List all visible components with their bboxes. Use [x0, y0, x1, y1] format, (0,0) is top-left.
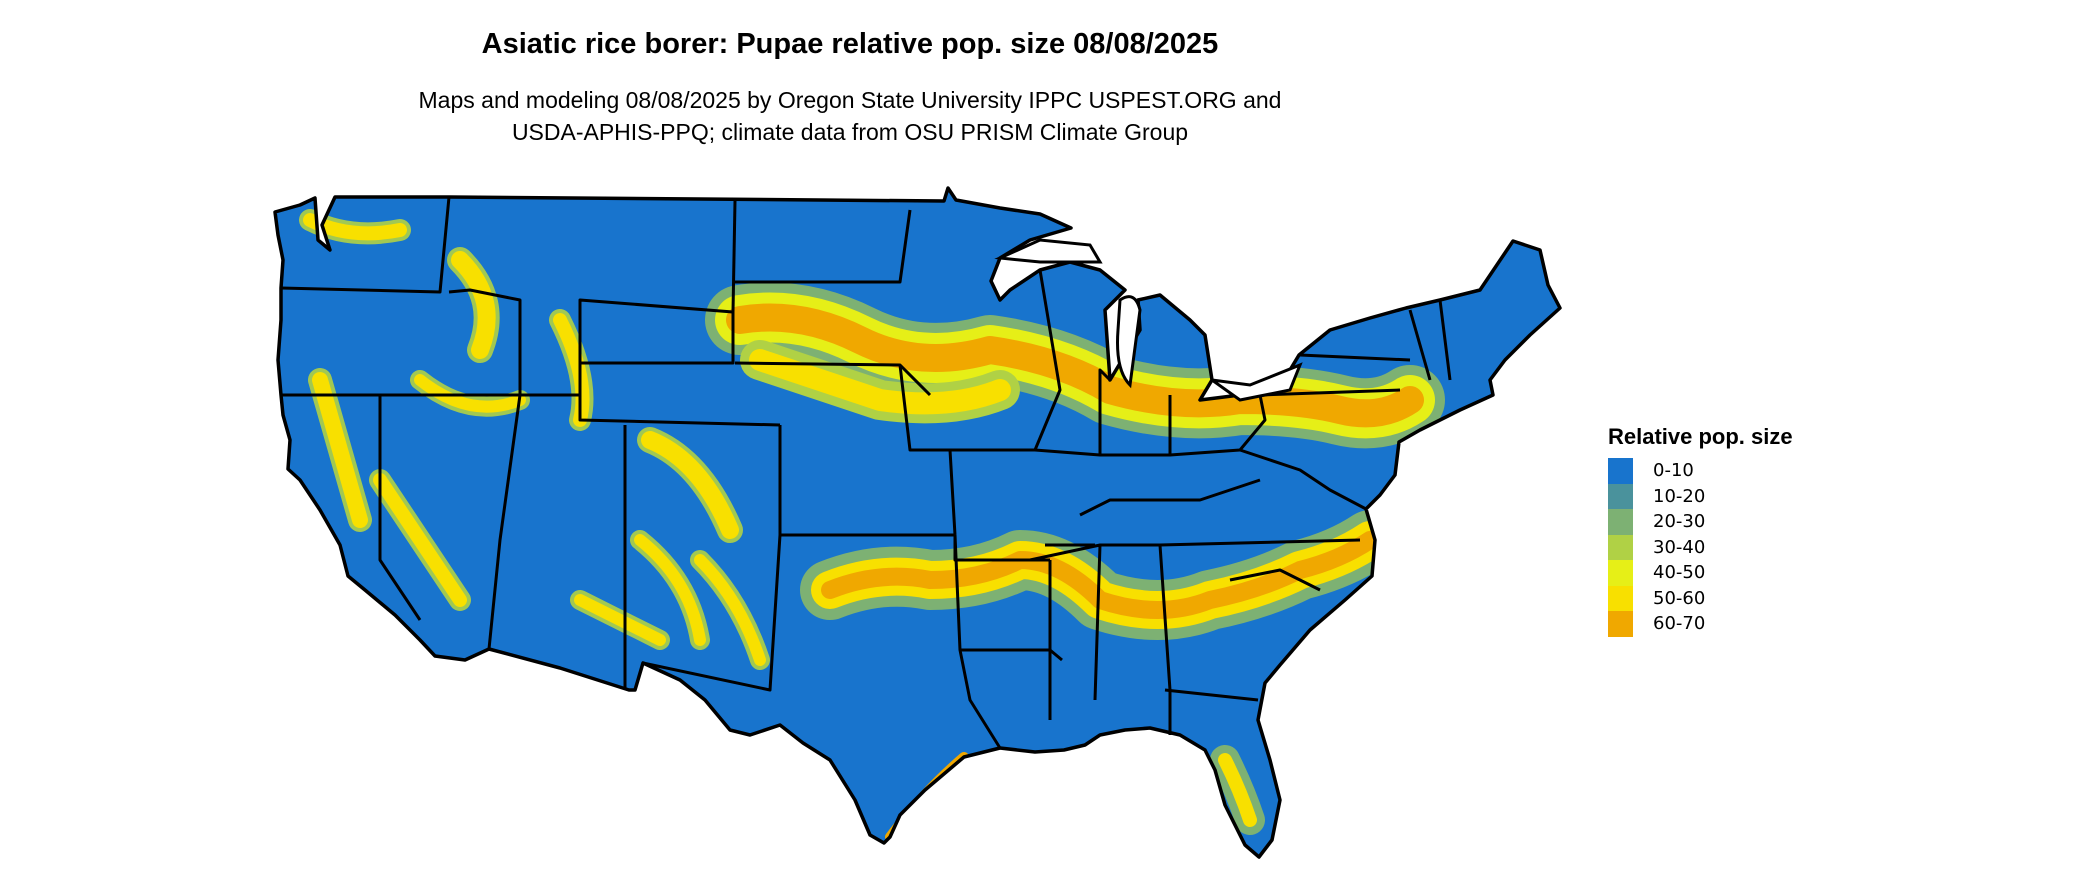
legend-item: 40-50 — [1608, 560, 1793, 586]
state-borders — [280, 196, 1452, 749]
population-band — [574, 594, 666, 646]
state-border — [1229, 568, 1321, 592]
subtitle-line-2: USDA-APHIS-PPQ; climate data from OSU PR… — [511, 119, 1189, 145]
state-border — [1169, 394, 1267, 457]
state-border — [578, 300, 781, 427]
population-band — [451, 251, 496, 359]
legend-swatch — [1608, 585, 1633, 611]
population-band — [373, 473, 467, 607]
state-border — [1438, 299, 1452, 381]
state-border — [1408, 309, 1432, 381]
legend-swatch — [1608, 483, 1633, 509]
state-border — [1079, 478, 1261, 517]
legend-item: 0-10 — [1608, 458, 1793, 484]
legend-swatch — [1608, 509, 1633, 535]
state-border — [580, 312, 735, 365]
population-band — [726, 303, 1424, 428]
population-band — [749, 349, 1011, 415]
state-border — [733, 209, 912, 284]
lake — [1116, 295, 1142, 389]
legend-item: 10-20 — [1608, 483, 1793, 509]
subtitle-line-1: Maps and modeling 08/08/2025 by Oregon S… — [418, 87, 1282, 113]
legend-label: 10-20 — [1653, 485, 1706, 507]
state-border — [280, 196, 451, 294]
state-border — [950, 269, 1062, 452]
legend-label: 0-10 — [1653, 460, 1694, 482]
population-band — [414, 374, 526, 413]
population-band — [641, 431, 739, 539]
legend-swatch — [1608, 611, 1633, 637]
map-title: Asiatic rice borer: Pupae relative pop. … — [481, 28, 1219, 60]
map-subtitle: Maps and modeling 08/08/2025 by Oregon S… — [0, 84, 1700, 148]
legend-label: 20-30 — [1653, 511, 1706, 533]
population-band — [694, 554, 766, 666]
us-border — [273, 186, 1562, 859]
legend-label: 40-50 — [1653, 562, 1706, 584]
legend-swatch — [1608, 458, 1633, 484]
legend-label: 60-70 — [1653, 613, 1706, 635]
legend-swatch — [1608, 534, 1633, 560]
us-land — [275, 188, 1560, 857]
legend: Relative pop. size 0-10 10-20 20-30 30-40 40… — [1608, 424, 1793, 637]
population-bands — [299, 209, 1445, 842]
state-border — [953, 534, 1002, 749]
population-band — [1218, 753, 1257, 827]
great-lakes — [994, 238, 1303, 402]
state-border — [1259, 388, 1401, 397]
state-border — [1299, 353, 1411, 362]
state-border — [898, 364, 957, 536]
state-border — [642, 534, 782, 692]
population-band — [821, 531, 1379, 619]
legend-item: 20-30 — [1608, 509, 1793, 535]
state-border — [487, 394, 522, 650]
legend-item: 60-70 — [1608, 611, 1793, 637]
legend-swatch — [1608, 560, 1633, 586]
state-border — [1164, 688, 1259, 702]
legend-label: 50-60 — [1653, 587, 1706, 609]
state-border — [1034, 368, 1112, 457]
legend-title: Relative pop. size — [1608, 424, 1793, 449]
state-border — [378, 395, 422, 621]
state-border — [731, 200, 737, 313]
legend-item: 50-60 — [1608, 585, 1793, 611]
lake — [994, 238, 1103, 264]
legend-item: 30-40 — [1608, 534, 1793, 560]
state-border — [448, 288, 522, 395]
state-border — [1159, 538, 1361, 547]
lake — [1211, 362, 1303, 402]
state-border — [1239, 448, 1367, 511]
population-band — [634, 534, 706, 646]
legend-label: 30-40 — [1653, 536, 1706, 558]
